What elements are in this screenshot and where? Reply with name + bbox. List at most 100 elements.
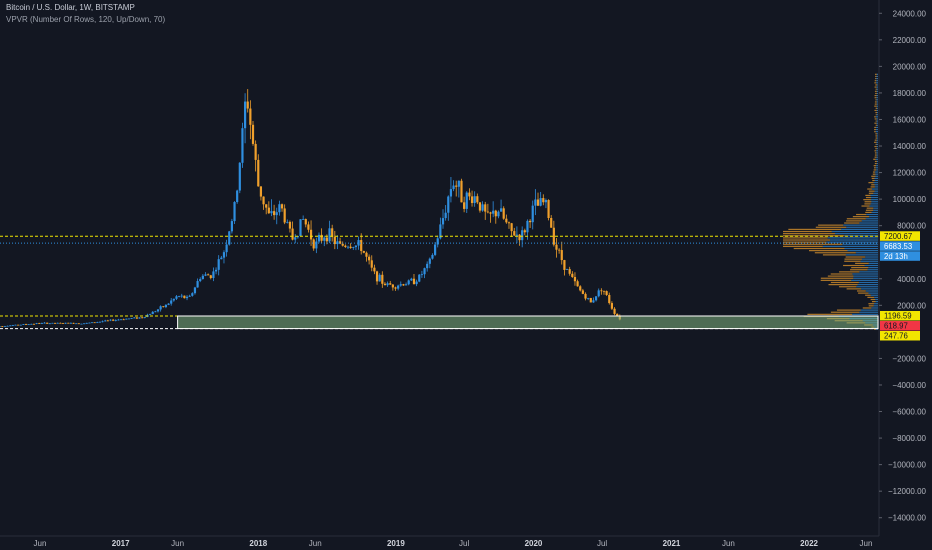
candle [273, 211, 276, 216]
candle [185, 296, 189, 299]
volume-bar-up [868, 292, 878, 294]
candle [180, 295, 183, 297]
volume-bar-down [875, 84, 878, 86]
candle [270, 211, 273, 214]
candle [175, 296, 178, 299]
volume-bar-down [874, 167, 876, 169]
candle [135, 317, 138, 319]
volume-bar-up [871, 307, 878, 309]
volume-bar-up [875, 175, 878, 177]
price-label: 618.97 [884, 321, 908, 330]
candle [257, 159, 260, 187]
y-tick-label: 20000.00 [893, 62, 927, 71]
volume-bar-down [828, 284, 858, 286]
candle [61, 323, 65, 324]
candle [114, 320, 117, 321]
candle [497, 211, 500, 217]
volume-bar-up [870, 194, 878, 197]
candle [568, 269, 571, 274]
volume-bar-up [876, 156, 878, 158]
candle [534, 199, 537, 206]
volume-bar-down [845, 256, 866, 258]
candle [470, 196, 474, 204]
candle [399, 284, 402, 286]
candle [528, 220, 532, 223]
volume-bar-up [853, 275, 878, 277]
volume-bar-up [876, 103, 878, 105]
volume-bar-up [830, 239, 878, 241]
volume-bar-up [868, 267, 878, 269]
volume-bar-down [839, 286, 857, 288]
volume-bar-up [875, 131, 878, 133]
x-tick-label: 2022 [800, 539, 818, 548]
volume-bar-down [866, 207, 874, 209]
candle [72, 322, 75, 324]
volume-bar-up [844, 247, 878, 250]
volume-bar-down [871, 177, 875, 180]
candle [594, 296, 598, 301]
candle [191, 293, 194, 296]
volume-bar-down [844, 260, 861, 262]
candle [449, 189, 453, 197]
candle [587, 298, 590, 299]
candle [357, 240, 360, 246]
volume-bar-down [783, 230, 832, 233]
x-tick-label: Jun [171, 539, 184, 548]
candle [389, 283, 392, 285]
volume-bar-up [871, 201, 878, 203]
volume-bar-down [872, 171, 876, 173]
volume-bar-up [843, 224, 878, 226]
candle [320, 234, 323, 241]
volume-bar-up [876, 169, 878, 171]
volume-bar-up [841, 228, 878, 230]
candle [125, 318, 128, 320]
candle [112, 319, 115, 321]
candle [207, 274, 210, 276]
price-axis-bg [879, 0, 932, 550]
volume-bar-down [846, 218, 866, 220]
candle [610, 303, 614, 309]
candle [431, 254, 434, 259]
price-label: 247.76 [884, 331, 908, 340]
candle [246, 101, 249, 109]
candle [571, 273, 574, 277]
candle [550, 218, 553, 228]
volume-bar-down [846, 220, 862, 222]
volume-bar-up [870, 294, 878, 296]
candle [402, 284, 405, 286]
volume-bar-down [855, 262, 869, 264]
candle [309, 229, 313, 240]
candle [159, 306, 162, 310]
volume-bar-down [857, 290, 866, 292]
candle [362, 250, 365, 253]
volume-bar-down [815, 226, 847, 228]
candle [328, 228, 331, 242]
volume-bar-down [844, 258, 862, 260]
y-tick-label: −2000.00 [892, 354, 926, 363]
candle [558, 249, 561, 251]
volume-bar-up [855, 252, 878, 254]
volume-bar-down [867, 188, 873, 190]
time-axis: Jun 2017 Jun 2018 Jun 2019 Jul 2020 Jul 2021 Jun 20… [0, 535, 932, 550]
candle [476, 196, 479, 203]
volume-bar-down [874, 150, 877, 152]
candle [584, 293, 587, 299]
y-tick-label: −6000.00 [892, 408, 926, 417]
volume-bar-down [875, 137, 878, 139]
candle [394, 287, 397, 289]
x-tick-label: 2020 [525, 539, 543, 548]
price-label-bg [880, 310, 920, 321]
volume-bar-up [874, 179, 878, 182]
candle [299, 219, 302, 237]
volume-bar-down [867, 296, 875, 298]
candle [304, 219, 307, 225]
volume-bar-down [875, 107, 878, 109]
volume-bar-up [876, 101, 878, 103]
x-tick-label: 2017 [112, 539, 130, 548]
volume-bar-up [876, 154, 878, 156]
volume-bar-down [783, 237, 828, 239]
candle [423, 268, 426, 275]
candle [338, 241, 342, 244]
volume-bar-up [874, 186, 878, 188]
